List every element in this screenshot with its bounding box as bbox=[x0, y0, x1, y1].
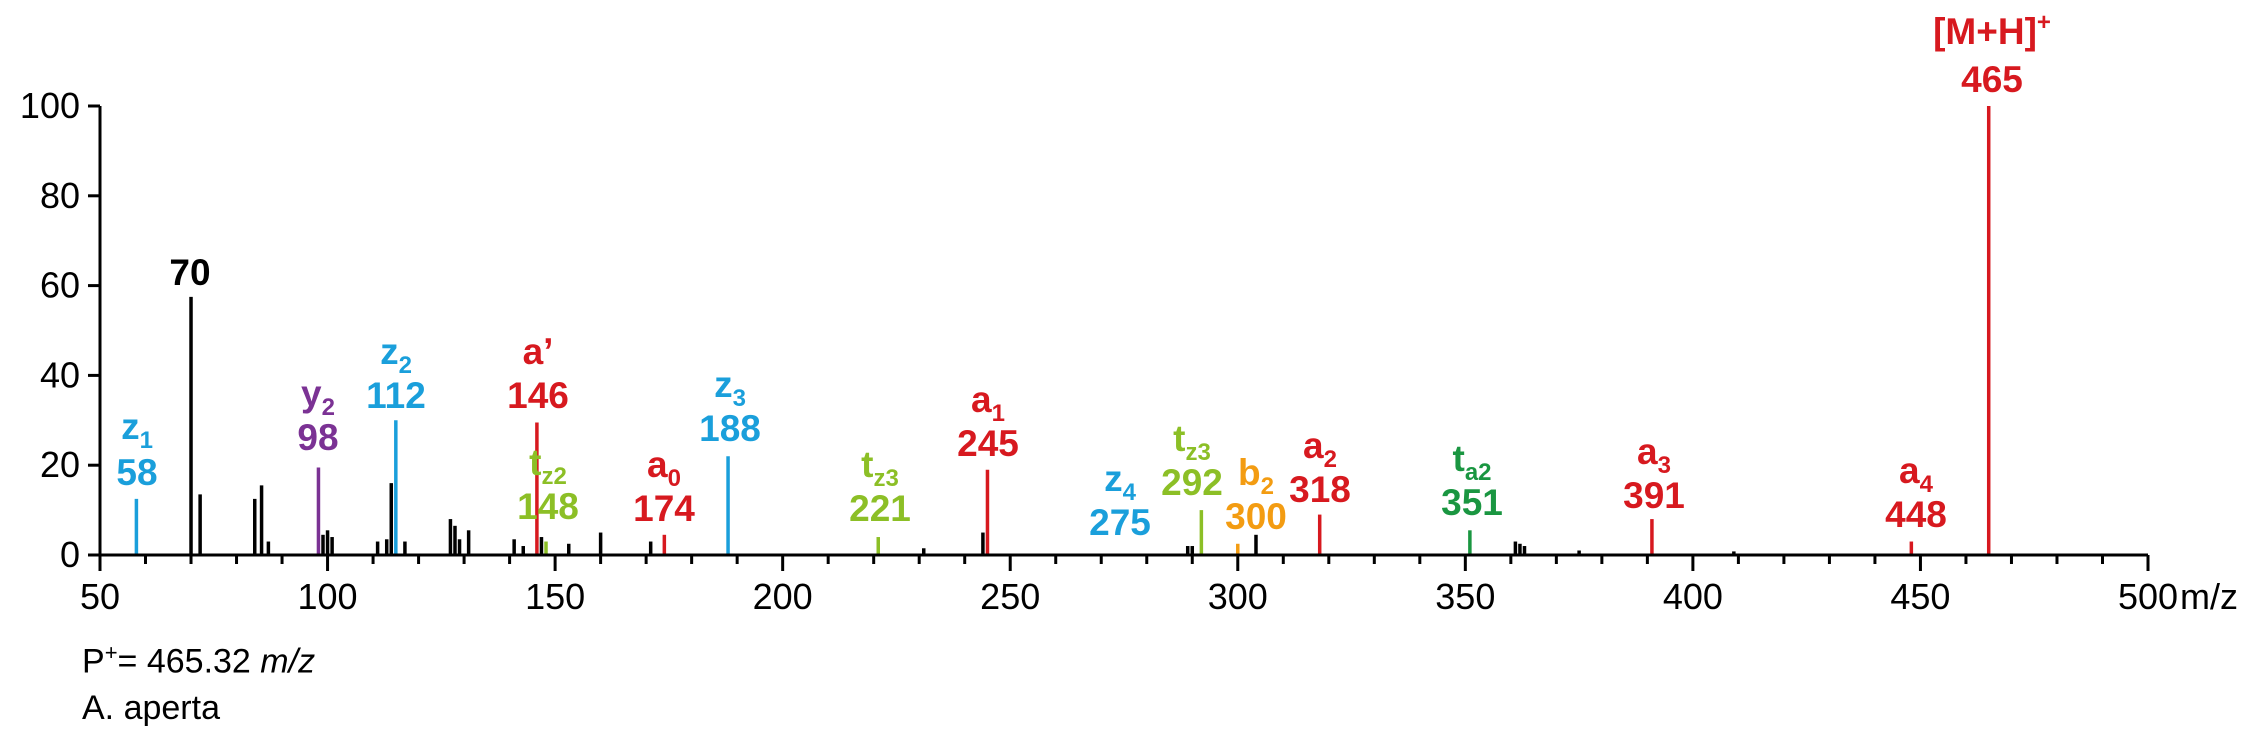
peak-ion-label: tz3 bbox=[1173, 418, 1211, 466]
peak-ion-label: b2 bbox=[1238, 452, 1274, 500]
peak-ion-label: tz3 bbox=[861, 444, 899, 492]
peak-ion-label: a’ bbox=[523, 331, 554, 372]
peak-ion-label: z1 bbox=[121, 406, 153, 454]
peak-value-label: 351 bbox=[1441, 482, 1503, 523]
peak-value-label: 448 bbox=[1885, 494, 1947, 535]
x-tick-label: 50 bbox=[80, 576, 120, 617]
peak-ion-label: a0 bbox=[647, 444, 681, 492]
peak-value-label: 300 bbox=[1225, 496, 1287, 537]
precursor-note: P+= 465.32 m/z bbox=[82, 640, 315, 681]
y-tick-label: 0 bbox=[60, 534, 80, 575]
labeled-peaks bbox=[134, 106, 1991, 555]
peak-ion-label: ta2 bbox=[1452, 438, 1491, 486]
precursor-unit: m/z bbox=[260, 642, 316, 681]
y-tick-label: 80 bbox=[40, 175, 80, 216]
x-tick-label: 100 bbox=[298, 576, 358, 617]
x-tick-label: 350 bbox=[1435, 576, 1495, 617]
y-tick-label: 60 bbox=[40, 265, 80, 306]
x-axis-label: m/z bbox=[2180, 576, 2238, 617]
peak-value-label: 465 bbox=[1961, 59, 2023, 100]
noise-peaks bbox=[198, 483, 1736, 555]
y-tick-label: 20 bbox=[40, 444, 80, 485]
peak-value-label: 391 bbox=[1623, 475, 1685, 516]
peak-value-label: 58 bbox=[116, 452, 157, 493]
peak-ion-label: y2 bbox=[301, 373, 335, 421]
x-tick-label: 450 bbox=[1890, 576, 1950, 617]
peak-value-label: 146 bbox=[507, 375, 569, 416]
peak-value-label: 221 bbox=[849, 488, 911, 529]
x-tick-label: 150 bbox=[525, 576, 585, 617]
peak-value-label: 188 bbox=[699, 408, 761, 449]
peak-ion-label: a1 bbox=[971, 379, 1005, 427]
peak-value-label: 148 bbox=[517, 486, 579, 527]
axes: 0 20 40 60 80 100 50 100 150 200 250 300 350 400 450 50… bbox=[20, 85, 2238, 617]
peak-ion-label: z4 bbox=[1104, 458, 1137, 506]
peak-ion-label: z3 bbox=[714, 364, 746, 412]
x-tick-label: 250 bbox=[980, 576, 1040, 617]
peak-ion-label: [M+H]+ bbox=[1933, 9, 2051, 52]
x-tick-label: 300 bbox=[1208, 576, 1268, 617]
precursor-prefix: P bbox=[82, 642, 105, 681]
x-tick-label: 200 bbox=[753, 576, 813, 617]
x-tick-label: 400 bbox=[1663, 576, 1723, 617]
peak-value-label: 70 bbox=[169, 252, 210, 293]
peak-ion-label: a4 bbox=[1899, 450, 1934, 498]
peak-value-label: 98 bbox=[297, 417, 338, 458]
precursor-value: = 465.32 bbox=[117, 642, 261, 681]
peak-ion-label: a2 bbox=[1303, 425, 1337, 473]
peak-value-label: 275 bbox=[1089, 502, 1151, 543]
peak-ion-label: z2 bbox=[380, 331, 412, 379]
y-tick-label: 100 bbox=[20, 85, 80, 126]
peak-value-label: 112 bbox=[366, 375, 426, 416]
peak-value-label: 174 bbox=[633, 488, 695, 529]
peak-value-label: 318 bbox=[1289, 469, 1351, 510]
y-tick-label: 40 bbox=[40, 354, 80, 395]
peak-value-label: 292 bbox=[1161, 462, 1223, 503]
peak-ion-label: tz2 bbox=[529, 442, 567, 490]
peak-ion-label: a3 bbox=[1637, 431, 1671, 479]
precursor-sup: + bbox=[104, 640, 118, 665]
peak-value-label: 245 bbox=[957, 423, 1019, 464]
x-tick-label: 500 bbox=[2118, 576, 2178, 617]
species-note: A. aperta bbox=[82, 689, 220, 727]
